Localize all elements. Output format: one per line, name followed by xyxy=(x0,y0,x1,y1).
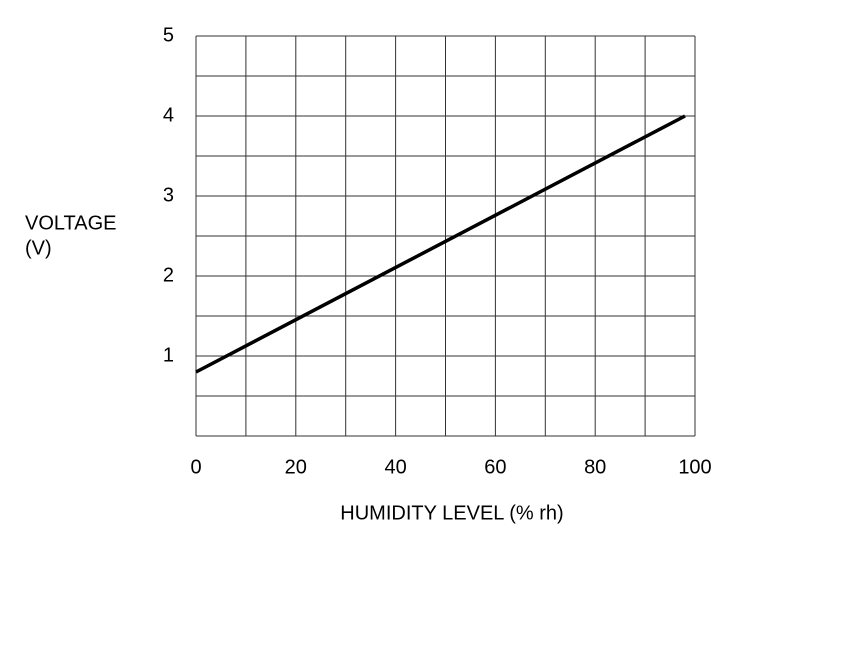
x-tick-label: 60 xyxy=(484,456,506,478)
y-tick-label: 4 xyxy=(163,104,174,126)
y-tick-label: 3 xyxy=(163,184,174,206)
y-tick-label: 1 xyxy=(163,344,174,366)
x-tick-label: 80 xyxy=(584,456,606,478)
y-tick-label: 5 xyxy=(163,24,174,46)
x-tick-label: 0 xyxy=(190,456,201,478)
x-axis-label: HUMIDITY LEVEL (% rh) xyxy=(340,502,563,524)
data-line xyxy=(195,114,686,374)
y-axis-label: VOLTAGE xyxy=(25,212,117,234)
y-axis-label: (V) xyxy=(25,237,52,259)
x-tick-label: 40 xyxy=(384,456,406,478)
y-tick-label: 2 xyxy=(163,264,174,286)
x-tick-label: 100 xyxy=(678,456,711,478)
x-tick-label: 20 xyxy=(285,456,307,478)
